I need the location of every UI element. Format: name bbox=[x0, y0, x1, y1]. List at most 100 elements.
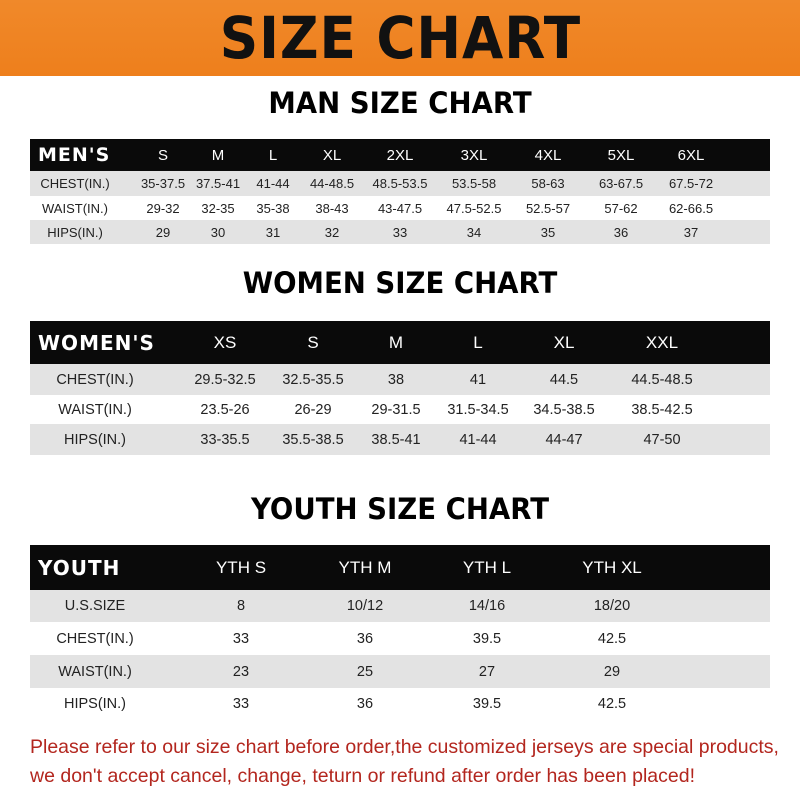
table-cell: 23.5-26 bbox=[200, 401, 250, 418]
table-row: CHEST(IN.) 29.5-32.5 32.5-35.5 38 41 44.5 44.5… bbox=[30, 364, 770, 395]
size-header-cell: L bbox=[473, 332, 483, 352]
table-cell: 42.5 bbox=[597, 630, 627, 647]
table-cell: 39.5 bbox=[472, 696, 502, 712]
table-cell: 41-44 bbox=[256, 176, 290, 191]
size-header-cell: 5XL bbox=[607, 146, 635, 164]
table-cell: 44.5 bbox=[549, 371, 579, 388]
banner-title: SIZE CHART bbox=[219, 4, 581, 72]
table-row: HIPS(IN.) 33 36 39.5 42.5 bbox=[30, 688, 770, 720]
table-cell: 35.5-38.5 bbox=[282, 431, 344, 448]
size-header-cell: 4XL bbox=[534, 146, 562, 164]
table-row: HIPS(IN.) 33-35.5 35.5-38.5 38.5-41 41-44 44-… bbox=[30, 424, 770, 455]
table-cell: 47-50 bbox=[643, 431, 681, 448]
table-cell: 29 bbox=[155, 224, 171, 240]
measure-label: CHEST(IN.) bbox=[56, 371, 134, 388]
table-cell: 31.5-34.5 bbox=[447, 401, 509, 418]
table-cell: 27 bbox=[478, 663, 496, 680]
table-cell: 29-32 bbox=[146, 200, 180, 216]
table-cell: 38.5-41 bbox=[371, 431, 421, 448]
table-cell: 48.5-53.5 bbox=[372, 176, 428, 191]
table-cell: 33 bbox=[232, 630, 250, 647]
table-cell: 41 bbox=[469, 371, 487, 388]
size-header-cell: L bbox=[268, 146, 278, 164]
table-cell: 57-62 bbox=[604, 200, 638, 216]
table-cell: 58-63 bbox=[531, 176, 565, 191]
men-size-table: MEN'S S M L XL 2XL 3XL 4XL 5XL 6XL CHEST(IN.) 35-37… bbox=[30, 139, 770, 244]
measure-label: WAIST(IN.) bbox=[58, 401, 132, 418]
order-notice-line: we don't accept cancel, change, teturn o… bbox=[30, 765, 695, 787]
table-cell: 31 bbox=[265, 224, 281, 240]
measure-label: CHEST(IN.) bbox=[40, 176, 110, 191]
table-row: WAIST(IN.) 29-32 32-35 35-38 38-43 43-47.5 47.… bbox=[30, 196, 770, 220]
table-cell: 33-35.5 bbox=[200, 431, 250, 448]
order-notice-line: Please refer to our size chart before or… bbox=[30, 736, 779, 758]
table-cell: 8 bbox=[236, 598, 246, 614]
size-header-cell: 6XL bbox=[677, 146, 705, 164]
table-cell: 42.5 bbox=[597, 696, 627, 712]
table-title-cell: MEN'S bbox=[38, 144, 111, 166]
size-header-cell: M bbox=[388, 332, 404, 352]
table-cell: 14/16 bbox=[468, 598, 506, 614]
table-cell: 33 bbox=[232, 696, 250, 712]
measure-label: WAIST(IN.) bbox=[58, 663, 132, 680]
table-cell: 63-67.5 bbox=[598, 176, 644, 191]
table-cell: 36 bbox=[613, 224, 629, 240]
table-cell: 34 bbox=[466, 224, 482, 240]
women-size-table: WOMEN'S XS S M L XL XXL CHEST(IN.) 29.5-32.5 32.5… bbox=[30, 321, 770, 455]
table-cell: 52.5-57 bbox=[525, 200, 571, 216]
table-title-cell: WOMEN'S bbox=[38, 330, 155, 355]
table-cell: 36 bbox=[356, 630, 374, 647]
measure-label: WAIST(IN.) bbox=[42, 200, 108, 216]
table-cell: 44.5-48.5 bbox=[631, 371, 693, 388]
table-cell: 38 bbox=[387, 371, 405, 388]
table-cell: 32 bbox=[324, 224, 340, 240]
table-row: HIPS(IN.) 29 30 31 32 33 34 35 36 37 bbox=[30, 220, 770, 244]
table-row: CHEST(IN.) 35-37.5 37.5-41 41-44 44-48.5 48.5… bbox=[30, 171, 770, 196]
table-cell: 36 bbox=[356, 696, 374, 712]
measure-label: HIPS(IN.) bbox=[47, 224, 103, 240]
order-notice: Please refer to our size chart before or… bbox=[30, 733, 790, 791]
size-header-cell: YTH S bbox=[215, 557, 267, 577]
size-header-cell: XL bbox=[553, 332, 575, 352]
size-header-cell: XS bbox=[213, 332, 237, 352]
table-cell: 67.5-72 bbox=[668, 176, 714, 191]
table-cell: 35-37.5 bbox=[140, 176, 186, 191]
table-cell: 30 bbox=[210, 224, 226, 240]
table-cell: 35 bbox=[540, 224, 556, 240]
youth-size-table: YOUTH YTH S YTH M YTH L YTH XL U.S.SIZE 8 10/12… bbox=[30, 545, 770, 720]
measure-label: CHEST(IN.) bbox=[56, 630, 134, 647]
table-title-cell: YOUTH bbox=[38, 555, 121, 580]
table-cell: 62-66.5 bbox=[668, 200, 714, 216]
size-header-cell: XXL bbox=[645, 332, 679, 352]
table-cell: 29 bbox=[603, 663, 621, 680]
table-cell: 39.5 bbox=[472, 630, 502, 647]
table-row: U.S.SIZE 8 10/12 14/16 18/20 bbox=[30, 590, 770, 622]
table-row: WAIST(IN.) 23 25 27 29 bbox=[30, 655, 770, 688]
table-cell: 34.5-38.5 bbox=[533, 401, 595, 418]
men-header-row: MEN'S S M L XL 2XL 3XL 4XL 5XL 6XL bbox=[30, 139, 770, 171]
youth-section-title: YOUTH SIZE CHART bbox=[250, 492, 550, 526]
measure-label: HIPS(IN.) bbox=[63, 696, 127, 712]
measure-label: HIPS(IN.) bbox=[63, 431, 127, 448]
table-cell: 29.5-32.5 bbox=[194, 371, 256, 388]
youth-header-row: YOUTH YTH S YTH M YTH L YTH XL bbox=[30, 545, 770, 590]
banner: SIZE CHART bbox=[0, 0, 800, 76]
table-row: CHEST(IN.) 33 36 39.5 42.5 bbox=[30, 622, 770, 655]
table-cell: 38.5-42.5 bbox=[631, 401, 693, 418]
table-cell: 10/12 bbox=[346, 598, 384, 614]
size-header-cell: S bbox=[307, 332, 319, 352]
table-cell: 33 bbox=[392, 224, 408, 240]
table-cell: 25 bbox=[356, 663, 374, 680]
size-header-cell: 2XL bbox=[386, 146, 414, 164]
women-section-title: WOMEN SIZE CHART bbox=[242, 266, 558, 300]
table-cell: 32.5-35.5 bbox=[282, 371, 344, 388]
table-cell: 41-44 bbox=[459, 431, 497, 448]
table-cell: 29-31.5 bbox=[371, 401, 421, 418]
table-cell: 26-29 bbox=[294, 401, 332, 418]
size-header-cell: M bbox=[211, 146, 225, 164]
table-cell: 43-47.5 bbox=[377, 200, 423, 216]
table-cell: 23 bbox=[232, 663, 250, 680]
table-cell: 18/20 bbox=[593, 598, 631, 614]
size-header-cell: YTH XL bbox=[582, 557, 642, 577]
size-header-cell: YTH M bbox=[338, 557, 392, 577]
